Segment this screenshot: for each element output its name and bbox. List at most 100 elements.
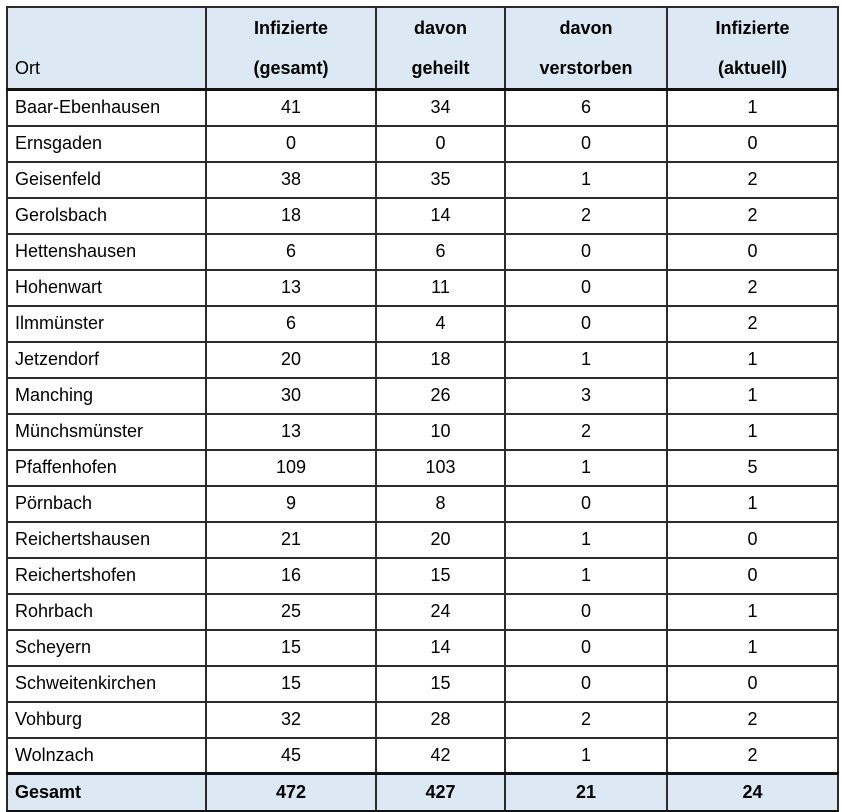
ort-cell: Reichertshausen: [6, 520, 207, 559]
value-cell: 2: [666, 736, 839, 775]
value-cell: 38: [205, 160, 377, 199]
value-cell: 1: [666, 88, 839, 127]
value-cell: 16: [205, 556, 377, 595]
ort-cell: Rohrbach: [6, 592, 207, 631]
value-cell: 15: [205, 664, 377, 703]
table-body: Baar-Ebenhausen 41 34 6 1 Ernsgaden 0 0 0 0 Geisen…: [6, 88, 839, 775]
value-cell: 0: [666, 664, 839, 703]
value-cell: 0: [504, 484, 668, 523]
table-row: Wolnzach 45 42 1 2: [6, 736, 839, 775]
value-cell: 15: [205, 628, 377, 667]
value-cell: 103: [375, 448, 506, 487]
value-cell: 18: [375, 340, 506, 379]
header-line-1: davon: [413, 18, 467, 38]
table-row: Schweitenkirchen 15 15 0 0: [6, 664, 839, 703]
value-cell: 1: [666, 628, 839, 667]
value-cell: 1: [666, 340, 839, 379]
table-row: Pörnbach 9 8 0 1: [6, 484, 839, 523]
value-cell: 0: [666, 520, 839, 559]
value-cell: 6: [504, 88, 668, 127]
total-row: Gesamt 472 427 21 24: [6, 772, 839, 812]
ort-cell: Pfaffenhofen: [6, 448, 207, 487]
ort-cell: Münchsmünster: [6, 412, 207, 451]
value-cell: 35: [375, 160, 506, 199]
value-cell: 0: [205, 124, 377, 163]
value-cell: 1: [504, 340, 668, 379]
value-cell: 1: [666, 484, 839, 523]
table-row: Geisenfeld 38 35 1 2: [6, 160, 839, 199]
value-cell: 24: [375, 592, 506, 631]
value-cell: 0: [375, 124, 506, 163]
header-line-2: verstorben: [539, 58, 633, 78]
header-line-2: (gesamt): [253, 58, 329, 78]
value-cell: 2: [666, 304, 839, 343]
value-cell: 2: [504, 412, 668, 451]
table-row: Gerolsbach 18 14 2 2: [6, 196, 839, 235]
value-cell: 0: [504, 232, 668, 271]
table-row: Münchsmünster 13 10 2 1: [6, 412, 839, 451]
table-row: Vohburg 32 28 2 2: [6, 700, 839, 739]
value-cell: 2: [666, 700, 839, 739]
value-cell: 5: [666, 448, 839, 487]
value-cell: 30: [205, 376, 377, 415]
value-cell: 2: [666, 160, 839, 199]
table-row: Hohenwart 13 11 0 2: [6, 268, 839, 307]
ort-cell: Pörnbach: [6, 484, 207, 523]
total-value-cell: 427: [375, 772, 506, 812]
value-cell: 0: [504, 268, 668, 307]
value-cell: 8: [375, 484, 506, 523]
ort-cell: Hettenshausen: [6, 232, 207, 271]
ort-cell: Wolnzach: [6, 736, 207, 775]
value-cell: 14: [375, 628, 506, 667]
column-header-davon-geheilt: davon geheilt: [375, 6, 506, 91]
column-header-infizierte-aktuell: Infizierte (aktuell): [666, 6, 839, 91]
value-cell: 0: [504, 592, 668, 631]
total-value-cell: 21: [504, 772, 668, 812]
value-cell: 20: [375, 520, 506, 559]
value-cell: 1: [504, 520, 668, 559]
value-cell: 2: [504, 700, 668, 739]
value-cell: 15: [375, 556, 506, 595]
value-cell: 18: [205, 196, 377, 235]
value-cell: 42: [375, 736, 506, 775]
value-cell: 0: [666, 232, 839, 271]
value-cell: 34: [375, 88, 506, 127]
value-cell: 1: [666, 592, 839, 631]
value-cell: 109: [205, 448, 377, 487]
table-row: Manching 30 26 3 1: [6, 376, 839, 415]
value-cell: 32: [205, 700, 377, 739]
table-row: Ilmmünster 6 4 0 2: [6, 304, 839, 343]
table-row: Reichertshofen 16 15 1 0: [6, 556, 839, 595]
value-cell: 0: [666, 124, 839, 163]
value-cell: 1: [504, 448, 668, 487]
value-cell: 41: [205, 88, 377, 127]
value-cell: 9: [205, 484, 377, 523]
ort-cell: Reichertshofen: [6, 556, 207, 595]
header-line-2: (aktuell): [717, 58, 787, 78]
value-cell: 13: [205, 412, 377, 451]
value-cell: 20: [205, 340, 377, 379]
total-value-cell: 472: [205, 772, 377, 812]
value-cell: 1: [666, 376, 839, 415]
table-row: Jetzendorf 20 18 1 1: [6, 340, 839, 379]
ort-cell: Ernsgaden: [6, 124, 207, 163]
table-row: Hettenshausen 6 6 0 0: [6, 232, 839, 271]
value-cell: 14: [375, 196, 506, 235]
value-cell: 11: [375, 268, 506, 307]
total-value-cell: 24: [666, 772, 839, 812]
value-cell: 21: [205, 520, 377, 559]
column-header-infizierte-gesamt: Infizierte (gesamt): [205, 6, 377, 91]
value-cell: 6: [375, 232, 506, 271]
value-cell: 1: [504, 736, 668, 775]
ort-cell: Gerolsbach: [6, 196, 207, 235]
header-row: Ort Infizierte (gesamt) davon geheilt da…: [6, 6, 839, 91]
value-cell: 1: [666, 412, 839, 451]
value-cell: 26: [375, 376, 506, 415]
table-row: Baar-Ebenhausen 41 34 6 1: [6, 88, 839, 127]
ort-cell: Manching: [6, 376, 207, 415]
value-cell: 1: [504, 556, 668, 595]
table-row: Rohrbach 25 24 0 1: [6, 592, 839, 631]
value-cell: 6: [205, 232, 377, 271]
ort-cell: Jetzendorf: [6, 340, 207, 379]
table-row: Ernsgaden 0 0 0 0: [6, 124, 839, 163]
